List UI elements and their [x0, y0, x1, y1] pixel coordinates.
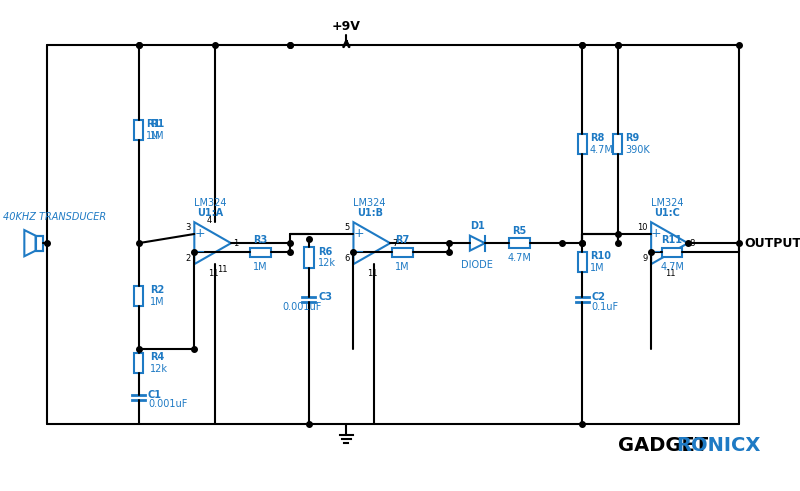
Text: R7: R7: [395, 235, 410, 245]
Text: 10: 10: [637, 223, 647, 232]
Text: 5: 5: [345, 223, 350, 232]
Text: 1M: 1M: [395, 262, 410, 272]
Text: 12k: 12k: [150, 364, 168, 374]
Text: 1: 1: [233, 239, 238, 247]
Text: 4.7M: 4.7M: [590, 144, 614, 155]
Text: +9V: +9V: [332, 21, 361, 33]
Text: 1M: 1M: [253, 262, 267, 272]
Text: 4: 4: [206, 217, 211, 225]
Text: 11: 11: [665, 269, 675, 277]
Text: R5: R5: [512, 226, 526, 236]
FancyBboxPatch shape: [662, 247, 682, 257]
Text: 6: 6: [344, 254, 350, 263]
Text: 9: 9: [642, 254, 647, 263]
Text: R10: R10: [590, 251, 610, 261]
Text: C2: C2: [591, 292, 606, 301]
FancyBboxPatch shape: [613, 134, 622, 154]
Text: LM324: LM324: [651, 198, 684, 208]
Text: 0.1uF: 0.1uF: [591, 302, 618, 312]
Text: 12k: 12k: [318, 258, 336, 268]
FancyBboxPatch shape: [304, 247, 314, 268]
Text: 1M: 1M: [590, 263, 604, 273]
Text: D1: D1: [470, 221, 485, 231]
Text: 0.001uF: 0.001uF: [148, 399, 187, 409]
Text: 11: 11: [208, 269, 218, 277]
Text: 8: 8: [690, 239, 695, 247]
Text: −: −: [651, 246, 662, 259]
Text: 7: 7: [392, 239, 398, 247]
FancyBboxPatch shape: [250, 247, 270, 257]
FancyBboxPatch shape: [134, 286, 143, 306]
Text: 390K: 390K: [626, 144, 650, 155]
Text: 1M: 1M: [150, 131, 164, 140]
Text: +: +: [194, 227, 205, 241]
Text: R1: R1: [150, 119, 164, 129]
FancyBboxPatch shape: [510, 239, 530, 248]
Text: 11: 11: [217, 266, 228, 274]
Text: 1M: 1M: [146, 131, 161, 140]
Text: U1:B: U1:B: [357, 208, 382, 218]
Text: R9: R9: [626, 134, 639, 143]
Text: RONICX: RONICX: [676, 436, 760, 455]
FancyBboxPatch shape: [35, 236, 43, 250]
Text: 0.001uF: 0.001uF: [282, 302, 322, 312]
Text: R8: R8: [590, 134, 604, 143]
FancyBboxPatch shape: [392, 247, 413, 257]
Text: +: +: [354, 227, 364, 241]
Text: C3: C3: [318, 292, 332, 301]
Text: R4: R4: [150, 353, 164, 362]
Text: R2: R2: [150, 285, 164, 296]
Text: 40KHZ TRANSDUCER: 40KHZ TRANSDUCER: [3, 212, 106, 222]
Text: −: −: [194, 246, 205, 259]
FancyBboxPatch shape: [578, 252, 587, 273]
Text: −: −: [354, 246, 364, 259]
Text: 3: 3: [186, 223, 190, 232]
Text: 11: 11: [367, 269, 378, 277]
Text: C1: C1: [148, 390, 162, 400]
Text: GADGET: GADGET: [618, 436, 708, 455]
Text: OUTPUT: OUTPUT: [744, 237, 800, 249]
Text: U1:A: U1:A: [198, 208, 224, 218]
FancyBboxPatch shape: [134, 120, 143, 140]
Text: 1M: 1M: [150, 297, 164, 307]
FancyBboxPatch shape: [578, 134, 587, 154]
FancyBboxPatch shape: [134, 353, 143, 373]
Text: 4.7M: 4.7M: [507, 252, 531, 263]
Text: U1:C: U1:C: [654, 208, 680, 218]
Text: R1: R1: [146, 119, 160, 129]
Text: 2: 2: [186, 254, 190, 263]
Text: 4.7M: 4.7M: [660, 262, 684, 272]
Text: DIODE: DIODE: [462, 260, 494, 270]
Text: R3: R3: [253, 235, 267, 245]
Text: R11: R11: [662, 235, 682, 245]
Text: R6: R6: [318, 247, 333, 257]
Text: LM324: LM324: [194, 198, 227, 208]
Text: LM324: LM324: [354, 198, 386, 208]
Text: +: +: [651, 227, 662, 241]
